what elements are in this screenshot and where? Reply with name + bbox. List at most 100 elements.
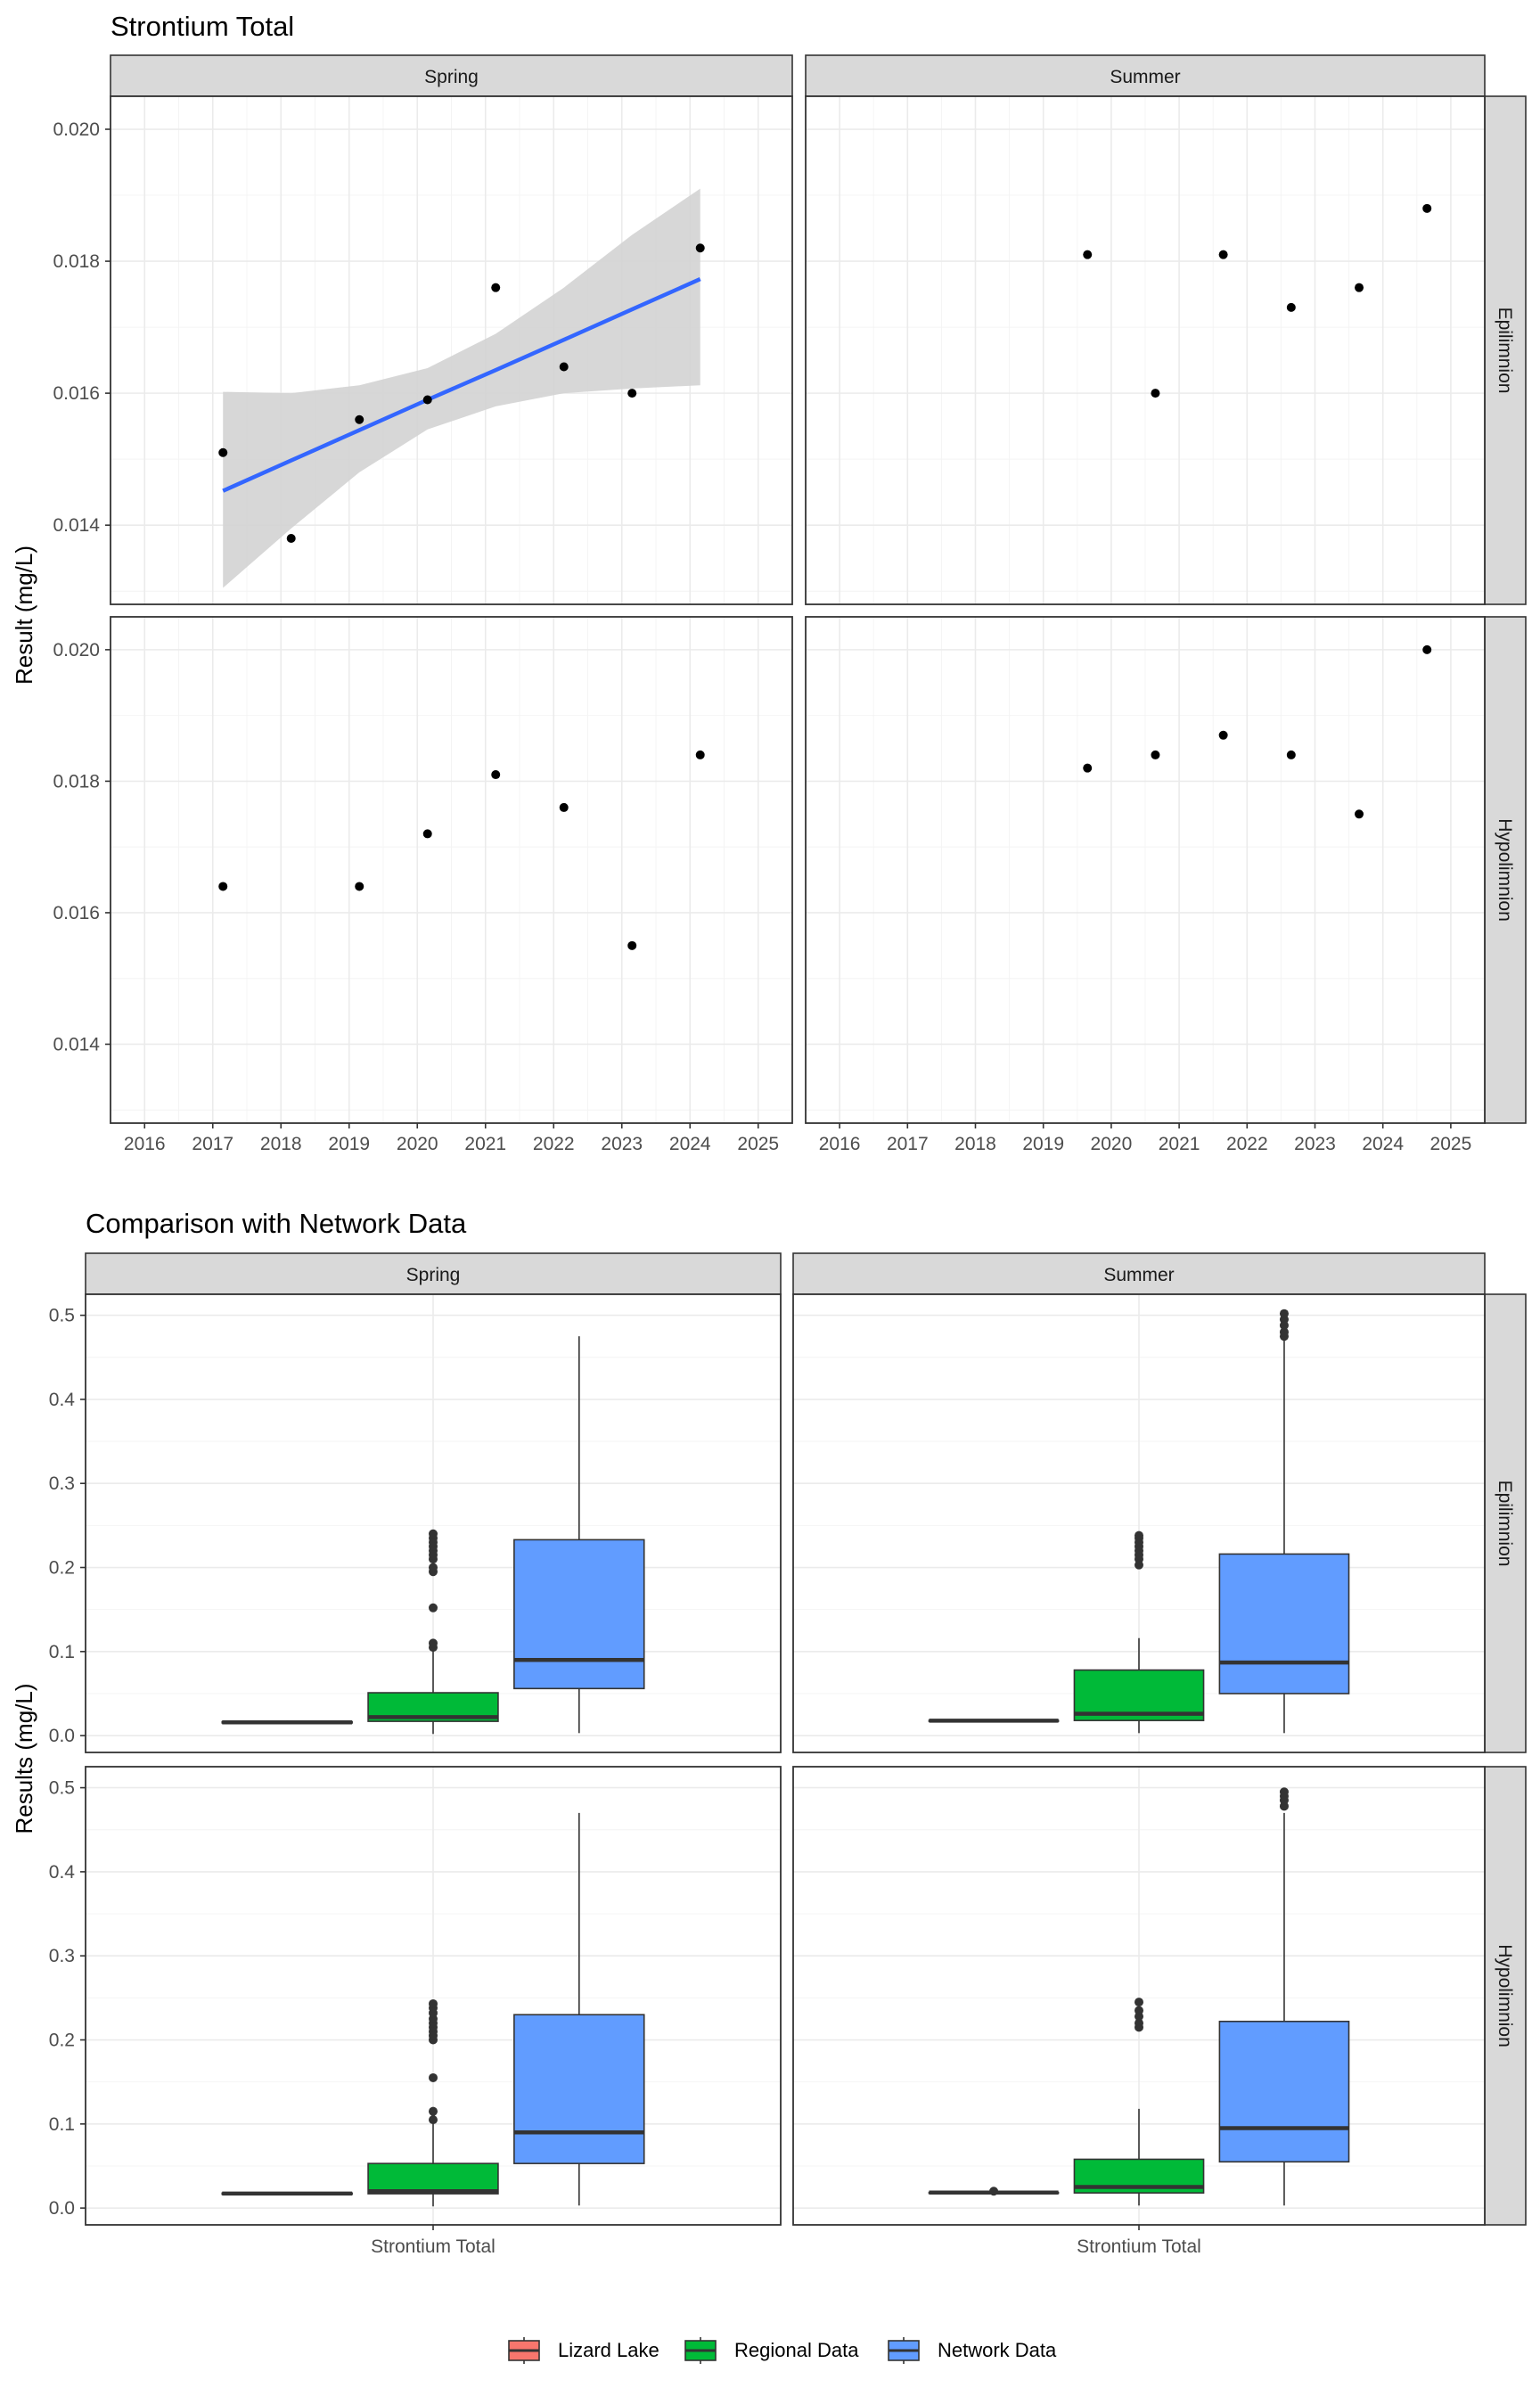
data-point — [491, 770, 501, 780]
outlier-point — [1135, 2006, 1143, 2015]
x-tick-label: 2017 — [887, 1134, 929, 1154]
data-point — [1355, 283, 1364, 292]
y-tick-label: 0.0 — [49, 2198, 75, 2219]
trend-line — [222, 277, 701, 493]
box-network-data — [1218, 1787, 1350, 2206]
panel-spring-hypolimnion — [85, 1766, 782, 2226]
strip-row-epilimnion-label: Epilimnion — [1495, 1481, 1515, 1567]
y-tick-label: 0.020 — [53, 119, 100, 140]
outlier-point — [1135, 1998, 1143, 2007]
y-tick-label: 0.014 — [53, 1034, 100, 1054]
boxplot-chart-y-axis: 0.0 0.1 0.2 0.3 0.4 0.5 0.0 0.1 0.2 0.3 0.4 0.5 — [49, 1306, 86, 2219]
y-tick-label: 0.020 — [53, 640, 100, 661]
scatter-chart: Strontium Total Result (mg/L) Spring Sum… — [11, 11, 1527, 1154]
x-tick-label: 2024 — [669, 1134, 711, 1154]
panel-border — [85, 1293, 782, 1753]
data-point — [1151, 750, 1160, 759]
strip-column-spring-label: Spring — [424, 67, 479, 87]
panel-summer-epilimnion — [805, 95, 1486, 605]
data-point — [1083, 763, 1093, 773]
x-tick-label: 2023 — [601, 1134, 643, 1154]
box-lizard-lake — [221, 2191, 353, 2196]
panel-border — [805, 616, 1486, 1124]
data-point — [1218, 730, 1228, 740]
data-point — [627, 389, 637, 398]
box-regional-data — [367, 1529, 499, 1735]
data-point — [1355, 809, 1364, 819]
data-point — [491, 283, 501, 292]
x-tick-label: 2016 — [124, 1134, 166, 1154]
y-tick-label: 0.1 — [49, 2114, 75, 2135]
x-tick-label: 2022 — [1226, 1134, 1268, 1154]
confidence-ribbon — [223, 188, 700, 588]
outlier-point — [1135, 2018, 1143, 2028]
scatter-chart-panels — [110, 95, 1486, 1124]
data-point — [218, 447, 228, 457]
x-tick-label: 2024 — [1362, 1134, 1404, 1154]
data-point — [286, 533, 296, 543]
x-tick-label: 2019 — [328, 1134, 370, 1154]
outlier-point — [429, 2115, 438, 2125]
y-tick-label: 0.5 — [49, 1306, 75, 1326]
box-lizard-lake — [221, 1719, 353, 1725]
scatter-chart-y-axis: 0.014 0.016 0.018 0.020 0.014 0.016 0.018 0.020 — [53, 119, 111, 1054]
y-tick-label: 0.014 — [53, 515, 100, 536]
strip-column-summer-label: Summer — [1103, 1265, 1174, 1285]
data-point — [1218, 250, 1228, 259]
x-tick-label: 2016 — [819, 1134, 861, 1154]
x-tick-label: 2018 — [954, 1134, 996, 1154]
x-tick-label: 2025 — [1430, 1134, 1472, 1154]
data-point — [1083, 250, 1093, 259]
boxplot-chart-title: Comparison with Network Data — [86, 1208, 467, 1239]
outlier-point — [1135, 1530, 1143, 1540]
data-point — [559, 362, 569, 372]
box-body — [1218, 2020, 1350, 2163]
strip-column-summer-label: Summer — [1110, 67, 1180, 87]
outlier-point — [429, 1998, 438, 2008]
panel-summer-hypolimnion — [792, 1766, 1486, 2226]
strip-column-spring — [110, 54, 793, 97]
data-point — [695, 750, 705, 759]
outlier-point — [429, 2072, 438, 2082]
panel-border — [110, 95, 793, 605]
data-point — [355, 414, 365, 424]
outlier-point — [1279, 1309, 1289, 1318]
box-regional-data — [1073, 1998, 1205, 2206]
data-point — [1286, 302, 1296, 312]
data-point — [559, 802, 569, 812]
panel-border — [792, 1293, 1486, 1753]
outlier-point — [429, 2106, 438, 2116]
y-tick-label: 0.0 — [49, 1726, 75, 1746]
panel-summer-hypolimnion — [805, 616, 1486, 1124]
box-network-data — [1218, 1309, 1350, 1734]
panel-spring-epilimnion — [85, 1293, 782, 1753]
scatter-chart-title: Strontium Total — [111, 11, 294, 42]
y-tick-label: 0.4 — [49, 1862, 76, 1883]
x-tick-label: 2020 — [1091, 1134, 1133, 1154]
outlier-point — [989, 2187, 999, 2196]
panel-spring-epilimnion — [110, 95, 793, 605]
strip-row-hypolimnion — [1484, 1766, 1527, 2226]
x-tick-label: 2021 — [1159, 1134, 1200, 1154]
strip-row-epilimnion-label: Epilimnion — [1495, 308, 1515, 394]
x-tick-label: 2019 — [1022, 1134, 1064, 1154]
box-network-data — [513, 1336, 645, 1734]
strip-column-spring-label: Spring — [406, 1265, 461, 1285]
x-tick-label: 2018 — [260, 1134, 302, 1154]
boxplot-chart-y-axis-title: Results (mg/L) — [11, 1683, 37, 1834]
outlier-point — [429, 1603, 438, 1612]
panel-summer-epilimnion — [792, 1293, 1486, 1753]
data-point — [422, 829, 432, 839]
y-tick-label: 0.5 — [49, 1778, 75, 1799]
box-regional-data — [1073, 1530, 1205, 1734]
data-point — [1422, 203, 1432, 213]
data-point — [218, 882, 228, 891]
y-tick-label: 0.016 — [53, 903, 100, 923]
box-body — [513, 1539, 645, 1690]
data-point — [1422, 644, 1432, 654]
boxplot-chart-x-axis: Strontium Total Strontium Total — [371, 2225, 1201, 2257]
y-tick-label: 0.2 — [49, 1558, 75, 1579]
box-regional-data — [367, 1998, 499, 2207]
strip-row-hypolimnion-label: Hypolimnion — [1495, 1944, 1515, 2047]
strip-row-epilimnion — [1484, 95, 1527, 605]
